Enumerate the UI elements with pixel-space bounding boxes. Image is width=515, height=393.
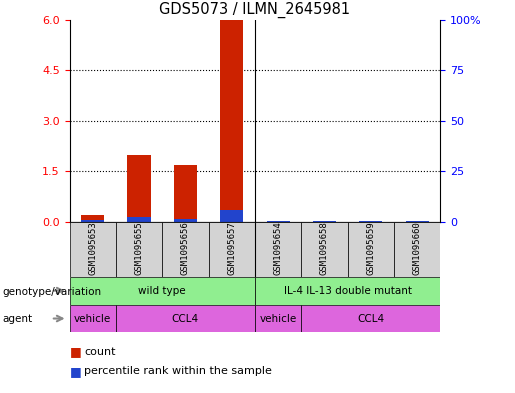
Bar xyxy=(267,221,289,222)
Text: percentile rank within the sample: percentile rank within the sample xyxy=(84,366,272,376)
Bar xyxy=(359,221,382,222)
Bar xyxy=(209,222,255,277)
Bar xyxy=(174,165,197,222)
Bar xyxy=(70,277,255,305)
Text: GSM1095655: GSM1095655 xyxy=(134,222,144,275)
Text: GSM1095658: GSM1095658 xyxy=(320,222,329,275)
Bar xyxy=(220,210,243,222)
Text: CCL4: CCL4 xyxy=(357,314,384,324)
Text: GSM1095657: GSM1095657 xyxy=(227,222,236,275)
Text: GSM1095653: GSM1095653 xyxy=(88,222,97,275)
Bar xyxy=(116,305,255,332)
Text: vehicle: vehicle xyxy=(260,314,297,324)
Text: genotype/variation: genotype/variation xyxy=(3,286,101,297)
Bar xyxy=(162,222,209,277)
Bar xyxy=(348,222,394,277)
Bar xyxy=(70,305,116,332)
Text: agent: agent xyxy=(3,314,32,324)
Bar xyxy=(255,277,440,305)
Bar xyxy=(405,221,428,222)
Text: wild type: wild type xyxy=(139,286,186,296)
Bar xyxy=(394,222,440,277)
Bar xyxy=(81,220,104,222)
Text: ■: ■ xyxy=(70,345,81,358)
Bar xyxy=(267,221,289,222)
Bar xyxy=(255,222,301,277)
Text: count: count xyxy=(84,347,115,357)
Bar xyxy=(301,305,440,332)
Text: GSM1095656: GSM1095656 xyxy=(181,222,190,275)
Bar xyxy=(128,217,150,222)
Text: vehicle: vehicle xyxy=(74,314,111,324)
Text: GSM1095654: GSM1095654 xyxy=(273,222,283,275)
Bar xyxy=(220,20,243,222)
Bar xyxy=(174,219,197,222)
Bar xyxy=(116,222,162,277)
Bar xyxy=(359,221,382,222)
Title: GDS5073 / ILMN_2645981: GDS5073 / ILMN_2645981 xyxy=(159,2,351,18)
Bar xyxy=(255,305,301,332)
Bar xyxy=(70,222,116,277)
Text: ■: ■ xyxy=(70,365,81,378)
Bar xyxy=(301,222,348,277)
Bar xyxy=(128,154,150,222)
Bar xyxy=(313,221,336,222)
Text: GSM1095660: GSM1095660 xyxy=(413,222,422,275)
Bar xyxy=(313,221,336,222)
Text: IL-4 IL-13 double mutant: IL-4 IL-13 double mutant xyxy=(284,286,411,296)
Text: CCL4: CCL4 xyxy=(172,314,199,324)
Bar xyxy=(81,215,104,222)
Text: GSM1095659: GSM1095659 xyxy=(366,222,375,275)
Bar xyxy=(405,221,428,222)
